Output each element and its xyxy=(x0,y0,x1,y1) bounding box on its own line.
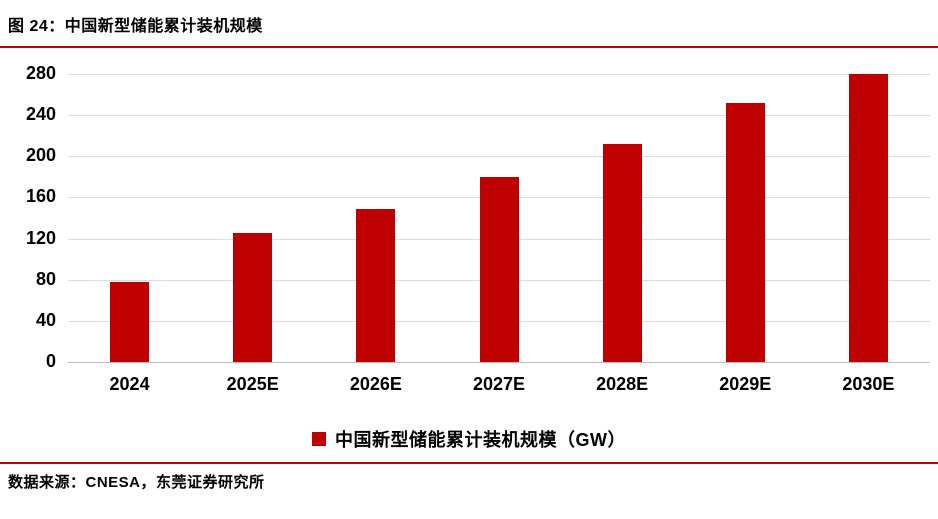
source-divider-rule xyxy=(0,462,938,464)
bar-2030E xyxy=(848,74,888,362)
bar-2026E xyxy=(356,208,396,362)
y-tick-label: 0 xyxy=(45,351,56,371)
bar-chart: 0 40 80 120 160 200 240 280 2024 2025E 2026E 2027E… xyxy=(25,63,930,394)
y-tick-label: 240 xyxy=(25,104,56,125)
bar-2025E xyxy=(233,233,273,362)
y-tick-label: 280 xyxy=(25,63,56,83)
source-text: 数据来源：CNESA，东莞证券研究所 xyxy=(8,474,265,491)
y-tick-label: 40 xyxy=(35,309,56,330)
x-tick-label-2026E: 2026E xyxy=(349,374,402,394)
y-tick-label: 120 xyxy=(25,227,56,248)
bar-2024 xyxy=(110,281,150,362)
y-tick-label: 200 xyxy=(25,145,56,166)
legend-swatch-icon xyxy=(312,432,326,446)
figure-title: 图 24：中国新型储能累计装机规模 xyxy=(8,18,263,35)
y-tick-label: 160 xyxy=(25,186,56,207)
x-tick-label-2028E: 2028E xyxy=(596,374,649,394)
x-tick-label-2029E: 2029E xyxy=(719,374,772,394)
legend-label: 中国新型储能累计装机规模（GW） xyxy=(335,430,626,450)
x-tick-label-2030E: 2030E xyxy=(842,374,895,394)
plot-area xyxy=(68,74,930,363)
x-tick-label-2024: 2024 xyxy=(109,374,150,394)
bar-2027E xyxy=(479,176,519,362)
chart-legend: 中国新型储能累计装机规模（GW） xyxy=(0,426,938,452)
x-tick-label-2025E: 2025E xyxy=(226,374,279,394)
gridline xyxy=(68,74,930,75)
title-underline-rule xyxy=(0,46,938,48)
x-axis-line xyxy=(68,362,930,363)
gridline xyxy=(68,156,930,158)
bar-2028E xyxy=(602,143,642,362)
y-tick-label: 80 xyxy=(35,268,56,289)
bar-2029E xyxy=(725,102,765,362)
x-tick-label-2027E: 2027E xyxy=(472,374,526,394)
gridline xyxy=(68,115,930,117)
